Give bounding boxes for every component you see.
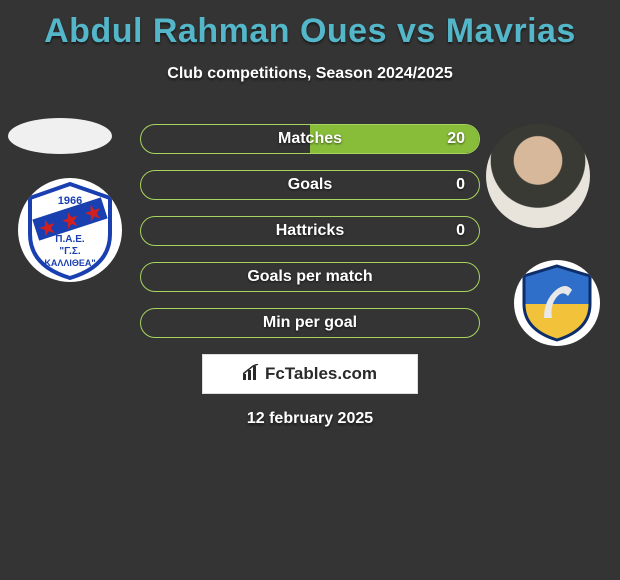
brand-box[interactable]: FcTables.com <box>202 354 418 394</box>
club-right-badge <box>514 260 600 346</box>
club-left-text-2: "Γ.Σ. <box>59 246 80 257</box>
player-left-avatar <box>8 118 112 154</box>
page-title: Abdul Rahman Oues vs Mavrias <box>0 0 620 51</box>
stat-label: Min per goal <box>141 309 479 337</box>
club-left-text-1: Π.Α.Ε. <box>55 234 85 245</box>
brand-text: FcTables.com <box>265 364 377 383</box>
stats-panel: Matches 20 Goals 0 Hattricks 0 Goals per… <box>140 124 480 354</box>
stat-row-hattricks: Hattricks 0 <box>140 216 480 246</box>
stat-value-right: 0 <box>456 171 465 199</box>
brand-bars-icon <box>243 356 261 394</box>
stat-label: Hattricks <box>141 217 479 245</box>
stat-label: Goals <box>141 171 479 199</box>
stat-row-goals: Goals 0 <box>140 170 480 200</box>
player-right-avatar <box>486 124 590 228</box>
club-left-text-3: ΚΑΛΛΙΘΕΑ" <box>44 258 95 268</box>
stat-value-right: 0 <box>456 217 465 245</box>
stat-row-matches: Matches 20 <box>140 124 480 154</box>
stat-row-min-per-goal: Min per goal <box>140 308 480 338</box>
page-subtitle: Club competitions, Season 2024/2025 <box>0 65 620 83</box>
club-right-shield-bottom <box>524 304 590 340</box>
date-line: 12 february 2025 <box>0 410 620 428</box>
stat-row-goals-per-match: Goals per match <box>140 262 480 292</box>
stat-label: Matches <box>141 125 479 153</box>
stat-label: Goals per match <box>141 263 479 291</box>
stat-value-right: 20 <box>447 125 465 153</box>
club-left-badge: 1966 Π.Α.Ε. "Γ.Σ. ΚΑΛΛΙΘΕΑ" <box>18 178 122 282</box>
